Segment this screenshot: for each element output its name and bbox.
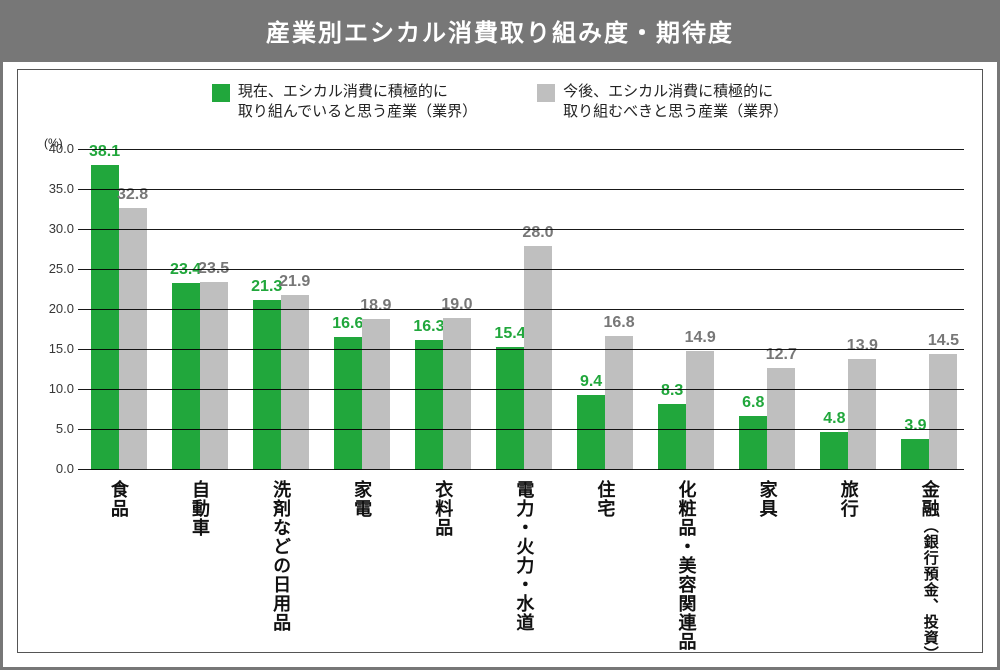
legend-item-expected: 今後、エシカル消費に積極的に 取り組むべきと思う産業（業界） <box>537 82 788 123</box>
bar-group: 3.914.5 <box>901 354 957 470</box>
bar-value-label: 38.1 <box>89 143 120 161</box>
legend-text: 取り組むべきと思う産業（業界） <box>563 102 788 122</box>
bar-current: 15.4 <box>496 347 524 470</box>
bar-expected: 16.8 <box>605 336 633 470</box>
y-gridline: 15.0 <box>78 349 964 350</box>
bar-group: 23.423.5 <box>172 282 228 470</box>
y-tick-label: 15.0 <box>34 341 74 356</box>
bar-group: 16.319.0 <box>415 318 471 470</box>
bar-group: 16.618.9 <box>334 319 390 470</box>
x-axis-category-label: 自動車 <box>189 480 210 537</box>
bar-value-label: 4.8 <box>823 410 845 428</box>
x-axis-category-label: 衣料品 <box>433 480 454 537</box>
legend-item-current: 現在、エシカル消費に積極的に 取り組んでいると思う産業（業界） <box>212 82 477 123</box>
bar-group: 4.813.9 <box>820 359 876 470</box>
bar-group: 21.321.9 <box>253 295 309 470</box>
bar-value-label: 28.0 <box>522 224 553 242</box>
y-tick-label: 35.0 <box>34 181 74 196</box>
bar-value-label: 21.3 <box>251 278 282 296</box>
bar-current: 16.3 <box>415 340 443 470</box>
bar-value-label: 15.4 <box>494 325 525 343</box>
bar-value-label: 21.9 <box>279 273 310 291</box>
bar-expected: 32.8 <box>119 208 147 470</box>
legend-text: 今後、エシカル消費に積極的に <box>563 82 788 102</box>
bar-group: 6.812.7 <box>739 368 795 470</box>
x-axis-category-label: 食品 <box>108 480 129 518</box>
y-gridline: 25.0 <box>78 269 964 270</box>
y-tick-label: 10.0 <box>34 381 74 396</box>
y-gridline: 5.0 <box>78 429 964 430</box>
y-gridline: 30.0 <box>78 229 964 230</box>
bar-value-label: 16.6 <box>332 315 363 333</box>
y-gridline: 0.0 <box>78 469 964 470</box>
legend: 現在、エシカル消費に積極的に 取り組んでいると思う産業（業界） 今後、エシカル消… <box>18 82 982 123</box>
bars-layer: 38.132.823.423.521.321.916.618.916.319.0… <box>78 150 964 470</box>
bar-value-label: 6.8 <box>742 394 764 412</box>
bar-expected: 21.9 <box>281 295 309 470</box>
bar-current: 3.9 <box>901 439 929 470</box>
y-tick-label: 25.0 <box>34 261 74 276</box>
bar-current: 38.1 <box>91 165 119 470</box>
chart-title: 産業別エシカル消費取り組み度・期待度 <box>3 3 997 62</box>
bar-current: 6.8 <box>739 416 767 470</box>
chart-outer-frame: 産業別エシカル消費取り組み度・期待度 現在、エシカル消費に積極的に 取り組んでい… <box>0 0 1000 670</box>
y-tick-label: 30.0 <box>34 221 74 236</box>
bar-expected: 12.7 <box>767 368 795 470</box>
bar-group: 38.132.8 <box>91 165 147 470</box>
y-gridline: 40.0 <box>78 149 964 150</box>
bar-current: 8.3 <box>658 404 686 470</box>
plot-area: 38.132.823.423.521.321.916.618.916.319.0… <box>78 150 964 470</box>
bar-group: 8.314.9 <box>658 351 714 470</box>
bar-group: 15.428.0 <box>496 246 552 470</box>
bar-expected: 18.9 <box>362 319 390 470</box>
bar-value-label: 13.9 <box>847 337 878 355</box>
x-axis-category-label: 家電 <box>351 480 372 518</box>
legend-swatch-current <box>212 84 230 102</box>
y-tick-label: 0.0 <box>34 461 74 476</box>
bar-expected: 28.0 <box>524 246 552 470</box>
x-axis-category-label: 化粧品・美容関連品 <box>676 480 697 651</box>
bar-current: 9.4 <box>577 395 605 470</box>
x-axis-category-label: 洗剤などの日用品 <box>270 480 291 632</box>
bar-value-label: 16.3 <box>413 318 444 336</box>
bar-current: 4.8 <box>820 432 848 470</box>
x-axis-category-label: 住宅 <box>595 480 616 518</box>
bar-current: 16.6 <box>334 337 362 470</box>
bar-value-label: 18.9 <box>360 297 391 315</box>
bar-value-label: 14.9 <box>685 329 716 347</box>
bar-current: 21.3 <box>253 300 281 470</box>
y-tick-label: 40.0 <box>34 141 74 156</box>
bar-current: 23.4 <box>172 283 200 470</box>
chart-inner-frame: 現在、エシカル消費に積極的に 取り組んでいると思う産業（業界） 今後、エシカル消… <box>17 69 983 653</box>
bar-expected: 13.9 <box>848 359 876 470</box>
x-axis-category-label: 家具 <box>757 480 778 518</box>
x-axis-category-label: 金融（銀行預金、投資） <box>919 480 940 662</box>
bar-expected: 23.5 <box>200 282 228 470</box>
y-tick-label: 20.0 <box>34 301 74 316</box>
bar-expected: 19.0 <box>443 318 471 470</box>
legend-swatch-expected <box>537 84 555 102</box>
y-gridline: 10.0 <box>78 389 964 390</box>
bar-value-label: 14.5 <box>928 332 959 350</box>
bar-expected: 14.9 <box>686 351 714 470</box>
x-axis-category-label: 電力・火力・水道 <box>514 480 535 632</box>
x-axis-category-label: 旅行 <box>838 480 859 518</box>
bar-value-label: 3.9 <box>904 417 926 435</box>
legend-text: 取り組んでいると思う産業（業界） <box>238 102 477 122</box>
y-gridline: 35.0 <box>78 189 964 190</box>
bar-value-label: 16.8 <box>604 314 635 332</box>
bar-value-label: 19.0 <box>441 296 472 314</box>
legend-text: 現在、エシカル消費に積極的に <box>238 82 477 102</box>
bar-expected: 14.5 <box>929 354 957 470</box>
bar-value-label: 8.3 <box>661 382 683 400</box>
y-tick-label: 5.0 <box>34 421 74 436</box>
y-gridline: 20.0 <box>78 309 964 310</box>
bar-group: 9.416.8 <box>577 336 633 470</box>
